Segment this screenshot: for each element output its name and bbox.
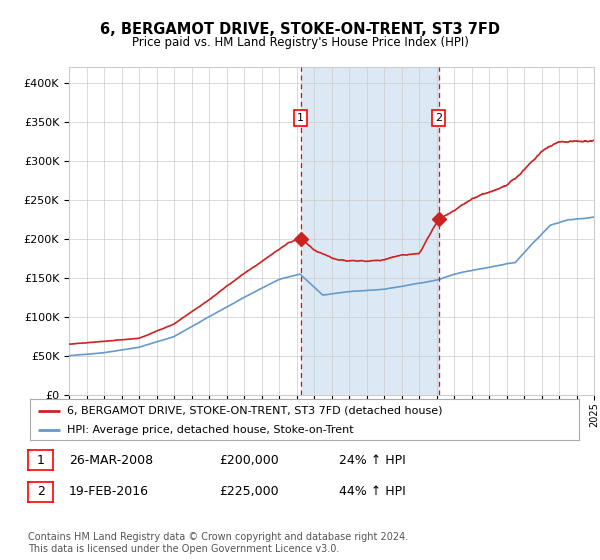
Bar [301,67,439,395]
Text: 1: 1 [297,113,304,123]
Text: 2: 2 [435,113,442,123]
Text: 1: 1 [37,454,45,467]
Text: 44% ↑ HPI: 44% ↑ HPI [339,485,406,498]
Text: 26-MAR-2008: 26-MAR-2008 [69,454,153,467]
Text: 19-FEB-2016: 19-FEB-2016 [69,485,149,498]
Text: £225,000: £225,000 [219,485,278,498]
Text: 24% ↑ HPI: 24% ↑ HPI [339,454,406,467]
Text: 6, BERGAMOT DRIVE, STOKE-ON-TRENT, ST3 7FD (detached house): 6, BERGAMOT DRIVE, STOKE-ON-TRENT, ST3 7… [67,405,443,416]
Text: HPI: Average price, detached house, Stoke-on-Trent: HPI: Average price, detached house, Stok… [67,424,354,435]
Text: 2: 2 [37,485,45,498]
Text: Price paid vs. HM Land Registry's House Price Index (HPI): Price paid vs. HM Land Registry's House … [131,36,469,49]
Text: £200,000: £200,000 [219,454,279,467]
Text: Contains HM Land Registry data © Crown copyright and database right 2024.
This d: Contains HM Land Registry data © Crown c… [28,532,409,554]
Text: 6, BERGAMOT DRIVE, STOKE-ON-TRENT, ST3 7FD: 6, BERGAMOT DRIVE, STOKE-ON-TRENT, ST3 7… [100,22,500,38]
